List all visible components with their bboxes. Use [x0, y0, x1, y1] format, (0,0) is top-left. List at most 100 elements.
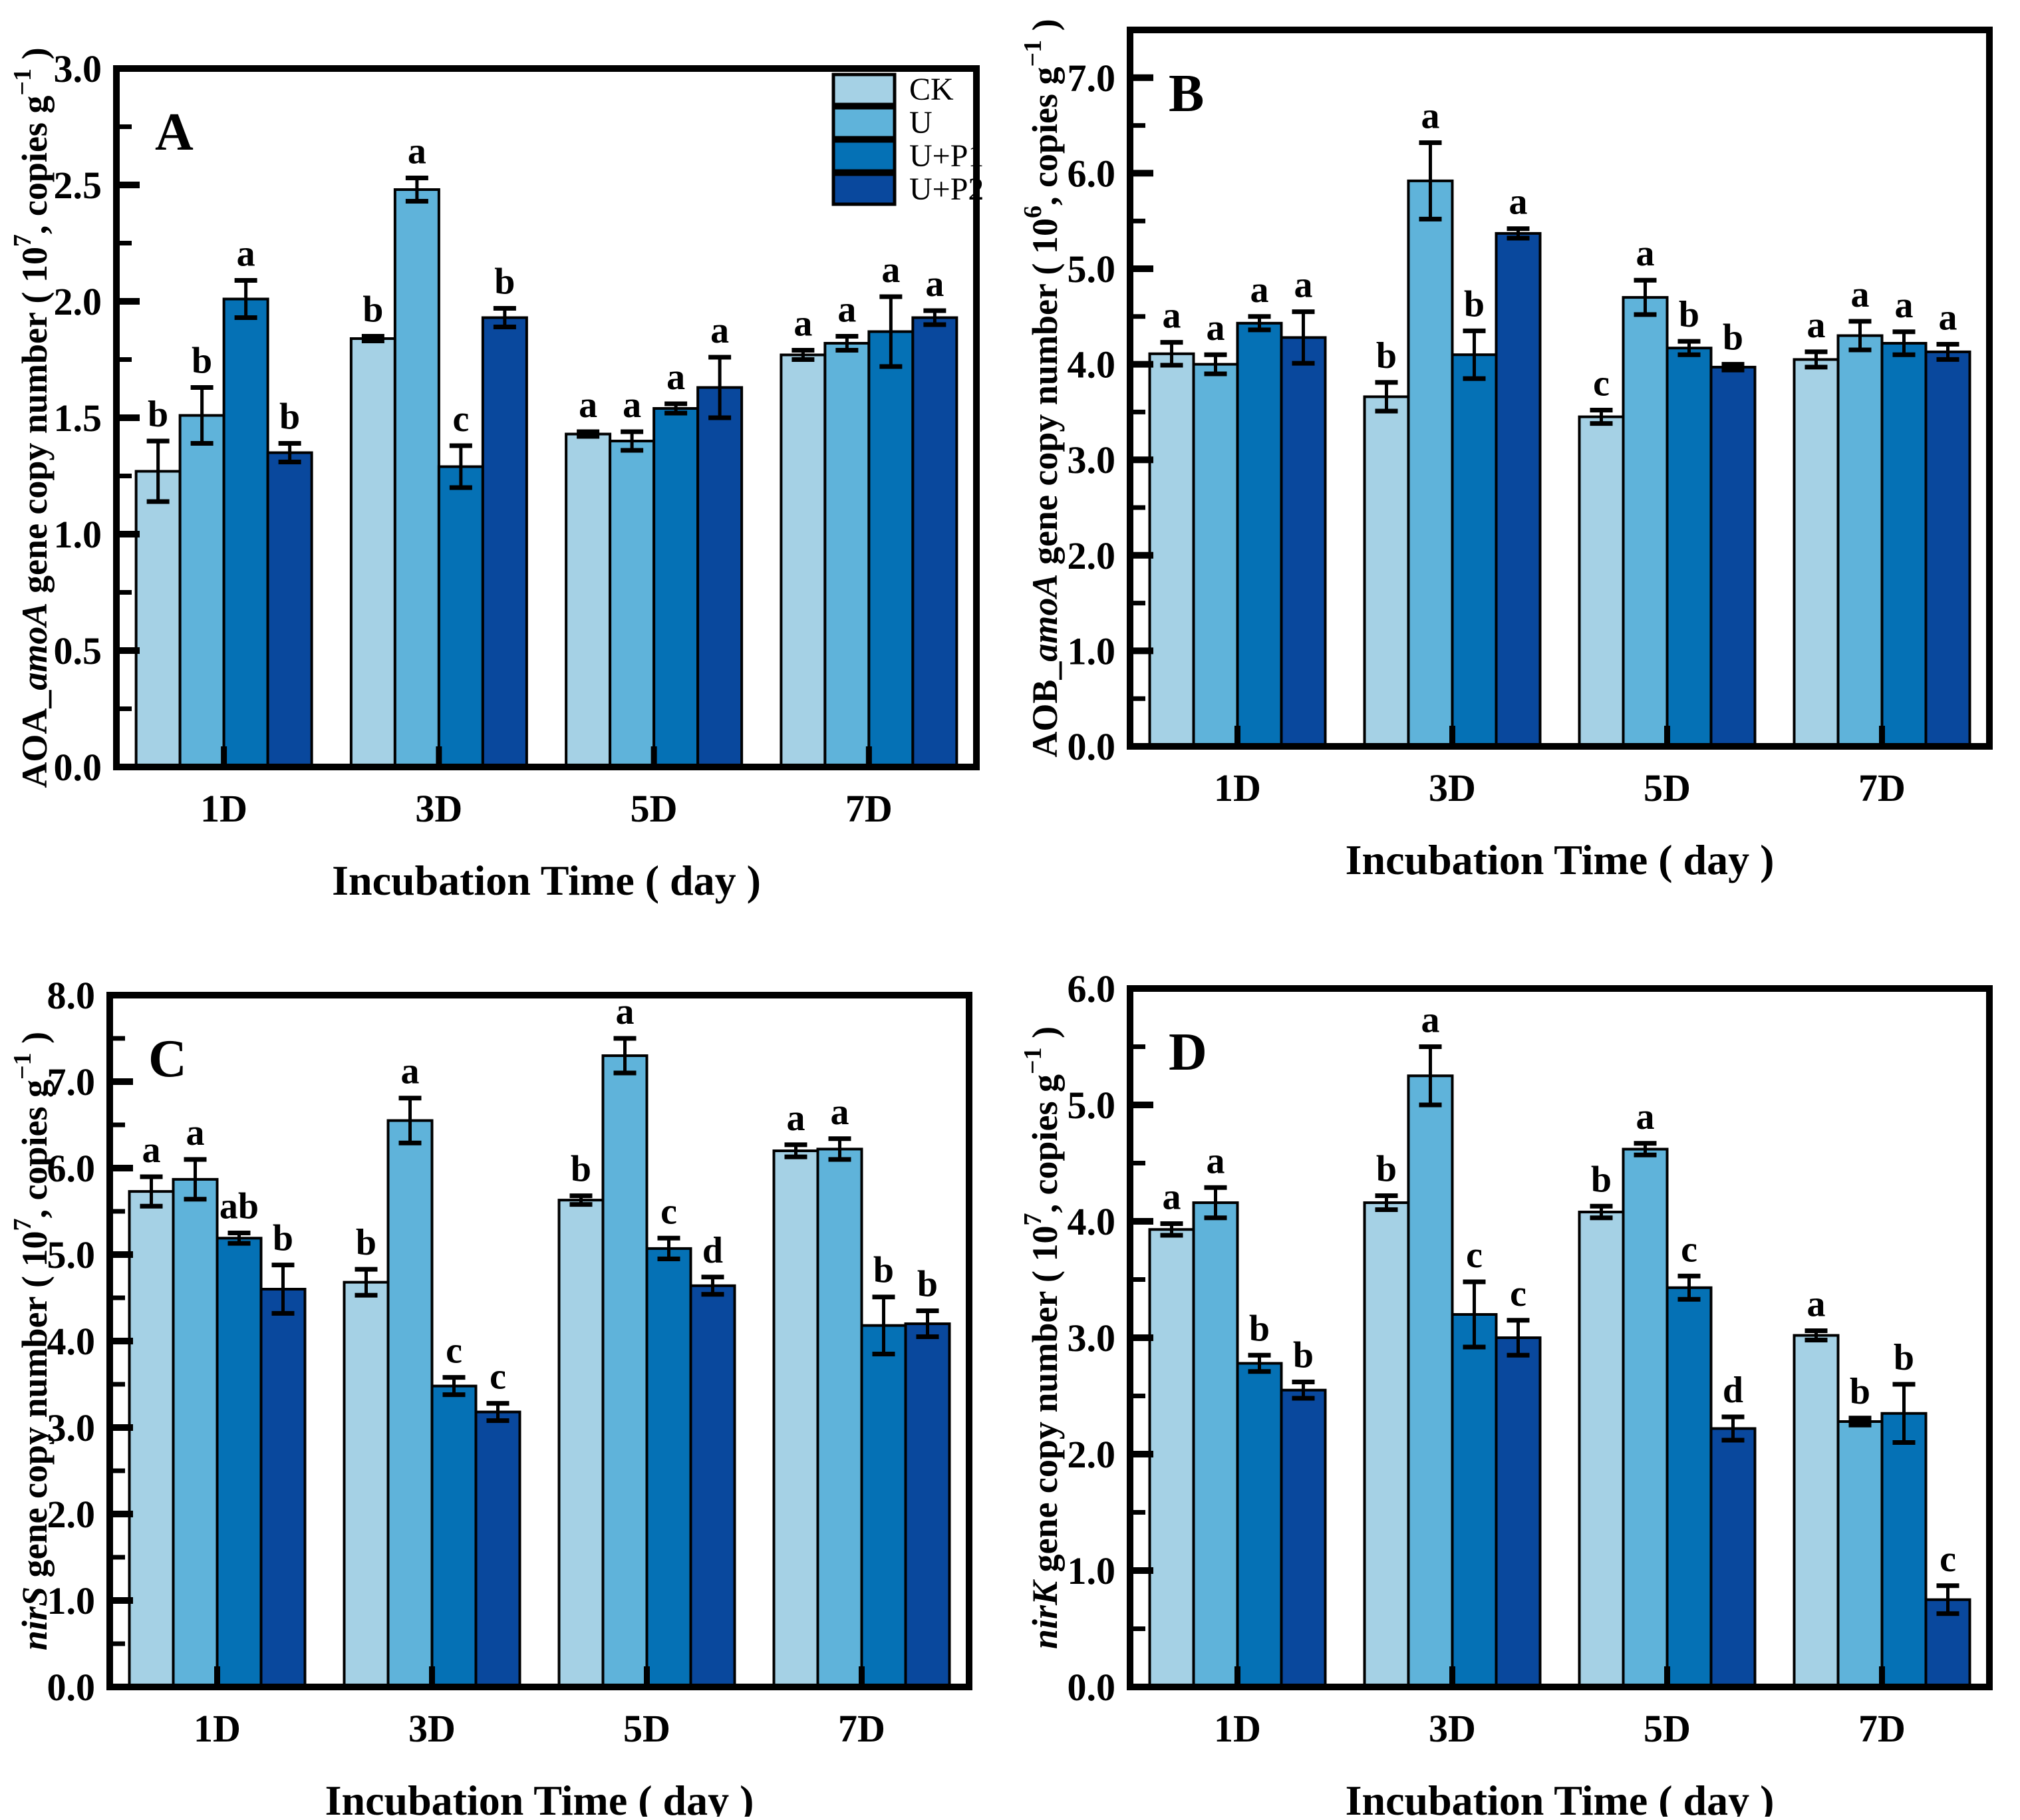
bar-CK-3D	[1363, 1201, 1410, 1688]
panel-letter: B	[1169, 65, 1204, 123]
bar-CK-3D	[343, 1281, 390, 1688]
bar-U-1D	[1192, 1201, 1239, 1688]
panel-letter: A	[155, 103, 194, 162]
error-bar-U+P2-7D	[923, 308, 946, 327]
bar-U+P1-3D	[430, 1384, 478, 1688]
y-axis-title: AOA_amoA gene copy number ( 107, copies …	[9, 47, 55, 788]
bar-U+P2-3D	[1495, 231, 1542, 748]
bar-U+P1-3D	[1451, 1313, 1498, 1688]
sig-letter: a	[579, 384, 597, 426]
error-bar-CK-5D	[569, 1193, 593, 1207]
y-tick-label: 2.0	[54, 280, 102, 323]
error-bar-CK-5D	[1590, 408, 1613, 426]
legend-swatch-U+P1	[831, 139, 897, 173]
y-tick-label: 1.5	[54, 396, 102, 440]
error-bar-CK-5D	[577, 429, 600, 439]
y-tick-label: 0.0	[47, 1666, 96, 1709]
y-tick-label: 0.0	[1068, 725, 1116, 768]
error-bar-U-5D	[1634, 1141, 1657, 1157]
bar-U+P1-7D	[1880, 342, 1928, 748]
y-tick-label: 1.0	[1068, 1549, 1116, 1592]
error-bar-U+P2-5D	[701, 1275, 724, 1297]
sig-letter: b	[1376, 335, 1397, 377]
sig-letter: c	[1940, 1539, 1956, 1580]
error-bar-U+P1-7D	[872, 1294, 895, 1356]
error-bar-CK-3D	[1375, 380, 1398, 414]
bar-U+P1-3D	[437, 465, 484, 768]
y-tick-label: 6.0	[1068, 967, 1116, 1010]
legend-label: U+P2	[909, 172, 984, 207]
y-tick-label: 0.5	[54, 629, 102, 673]
sig-letter: a	[1509, 182, 1528, 223]
panel-nirK: a a b b b a c c b a c d a b b c 0.0 1.0 2.0 3.0 4.0 5.0 6.0 1D 3…	[1010, 909, 2020, 1820]
bar-U+P1-1D	[1236, 321, 1283, 748]
x-tick-label: 3D	[408, 1707, 456, 1750]
sig-letter: a	[1207, 307, 1225, 349]
sig-letter: b	[192, 341, 212, 382]
bar-U+P2-5D	[1709, 1427, 1757, 1688]
error-bar-CK-7D	[1804, 349, 1828, 370]
legend-label: CK	[909, 72, 954, 107]
sig-letter: a	[1207, 1140, 1225, 1181]
error-bar-U+P2-3D	[1507, 226, 1530, 241]
x-tick-label: 7D	[1858, 766, 1906, 810]
error-bar-U+P2-7D	[916, 1308, 939, 1339]
error-bar-U-3D	[405, 176, 428, 204]
error-bar-U-3D	[1419, 140, 1442, 222]
bar-U+P2-7D	[911, 316, 958, 768]
error-bar-U+P1-1D	[234, 278, 257, 320]
bar-U+P2-3D	[481, 316, 528, 768]
bar-CK-7D	[780, 353, 827, 768]
y-tick-label: 2.5	[54, 164, 102, 207]
y-tick-label: 7.0	[1068, 57, 1116, 100]
sig-letter: b	[1249, 1308, 1270, 1349]
legend-swatch-U+P2	[831, 172, 897, 206]
sig-letter: b	[362, 289, 383, 331]
error-bar-CK-5D	[1590, 1203, 1613, 1221]
error-bar-U+P2-1D	[1292, 1380, 1315, 1401]
error-bar-CK-1D	[1160, 1221, 1183, 1238]
panel-nirS: a a ab b b a c c b a c d a a b b 0.0 1.0 2.0 3.0 4.0 5.0 6.0 7.…	[0, 909, 1010, 1820]
error-bar-CK-1D	[146, 438, 170, 504]
x-tick-label: 3D	[415, 787, 462, 830]
legend-swatch-CK	[831, 73, 897, 106]
legend-label: U	[909, 105, 933, 140]
y-tick-label: 3.0	[54, 47, 102, 90]
y-axis-title: nirK gene copy number ( 107, copies g−1 …	[1019, 1026, 1065, 1649]
y-tick-label: 3.0	[1068, 438, 1116, 482]
y-tick-label: 1.0	[1068, 629, 1116, 673]
error-bar-U-3D	[398, 1096, 422, 1145]
error-bar-U+P1-7D	[879, 294, 903, 369]
sig-letter: a	[925, 263, 944, 305]
error-bar-U+P2-5D	[708, 355, 732, 420]
x-tick-label: 5D	[623, 1707, 670, 1750]
error-bar-U+P2-1D	[1292, 309, 1315, 366]
plot-frame	[1127, 985, 1993, 1690]
bar-CK-3D	[1363, 395, 1410, 748]
bar-U+P2-7D	[904, 1322, 951, 1688]
sig-letter: b	[1679, 294, 1699, 335]
y-tick-label: 5.0	[1068, 1084, 1116, 1127]
y-tick-label: 8.0	[47, 974, 96, 1017]
error-bar-U-7D	[835, 334, 859, 353]
bar-U-5D	[609, 440, 656, 768]
sig-letter: c	[1510, 1273, 1526, 1314]
bar-U+P2-5D	[696, 386, 744, 768]
y-tick-label: 6.0	[47, 1147, 96, 1190]
y-tick-label: 1.0	[47, 1579, 96, 1622]
bar-U-1D	[1192, 363, 1239, 748]
error-bar-U-1D	[1204, 352, 1227, 377]
x-tick-label: 3D	[1429, 1707, 1476, 1750]
y-tick-label: 2.0	[1068, 534, 1116, 577]
y-tick-label: 5.0	[47, 1233, 96, 1277]
bar-U+P1-1D	[1236, 1362, 1283, 1688]
y-tick-label: 3.0	[47, 1406, 96, 1449]
sig-letter: a	[1807, 305, 1826, 346]
panel-letter: D	[1169, 1023, 1207, 1082]
sig-letter: d	[702, 1230, 723, 1271]
x-tick-label: 5D	[1644, 1707, 1691, 1750]
error-bar-U+P1-3D	[1463, 328, 1486, 381]
